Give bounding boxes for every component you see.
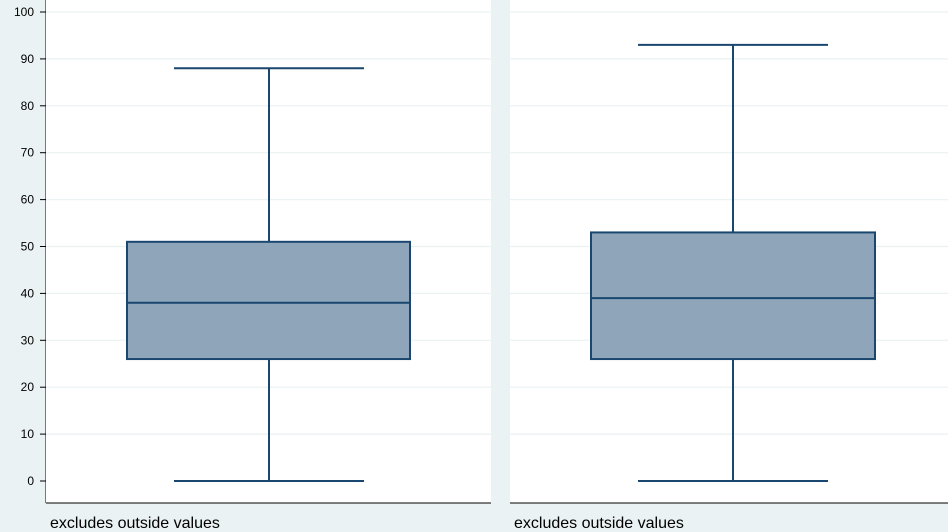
y-tick-label: 30 bbox=[21, 333, 35, 347]
y-tick-label: 10 bbox=[21, 427, 35, 441]
panel-2: excludes outside values bbox=[510, 0, 948, 532]
y-tick-label: 40 bbox=[21, 286, 35, 300]
y-axis: 0 10 20 30 40 50 60 70 80 90 100 bbox=[14, 0, 47, 503]
y-tick-label: 20 bbox=[21, 380, 35, 394]
y-tick-label: 90 bbox=[21, 52, 35, 66]
panel-note: excludes outside values bbox=[50, 515, 220, 532]
panel-note: excludes outside values bbox=[514, 515, 684, 532]
y-tick-label: 50 bbox=[21, 240, 35, 254]
y-tick-label: 80 bbox=[21, 99, 35, 113]
panel-1: excludes outside values bbox=[46, 0, 491, 532]
y-tick-label: 0 bbox=[27, 474, 34, 488]
y-tick-label: 100 bbox=[14, 5, 34, 19]
iqr-box bbox=[590, 231, 876, 361]
iqr-box bbox=[126, 240, 411, 361]
y-tick-label: 70 bbox=[21, 146, 35, 160]
y-tick-label: 60 bbox=[21, 193, 35, 207]
